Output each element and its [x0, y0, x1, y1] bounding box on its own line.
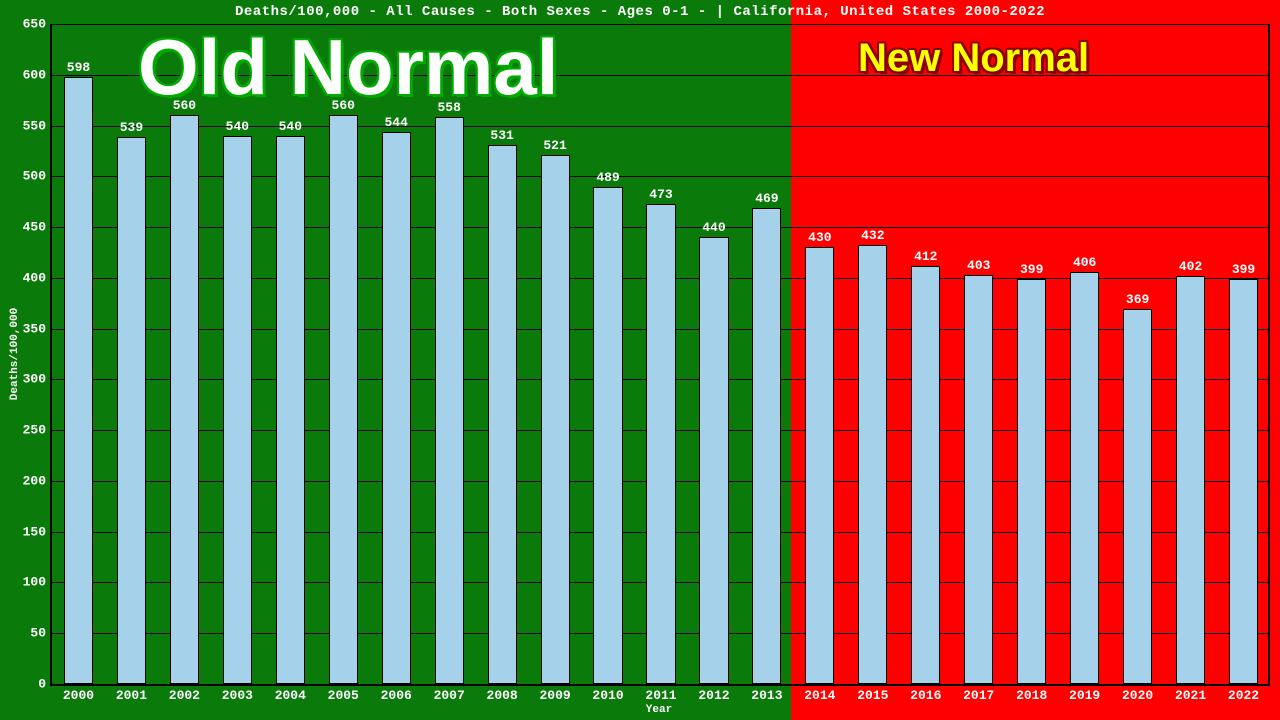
bar: 412: [911, 266, 940, 684]
x-tick-label: 2015: [857, 688, 888, 703]
bar: 531: [488, 145, 517, 684]
bar: 598: [64, 77, 93, 684]
bar: 440: [699, 237, 728, 684]
bar-value-label: 521: [543, 138, 566, 153]
bar: 406: [1070, 272, 1099, 684]
bar-value-label: 489: [596, 170, 619, 185]
bar: 521: [541, 155, 570, 684]
bar-value-label: 539: [120, 120, 143, 135]
bar-value-label: 432: [861, 228, 884, 243]
x-tick-label: 2000: [63, 688, 94, 703]
y-tick-label: 350: [23, 321, 46, 336]
bar-value-label: 540: [226, 119, 249, 134]
x-tick-label: 2011: [645, 688, 676, 703]
bar-value-label: 399: [1020, 262, 1043, 277]
x-axis-label: Year: [646, 704, 672, 716]
y-tick-label: 250: [23, 423, 46, 438]
x-tick-label: 2017: [963, 688, 994, 703]
bar-value-label: 473: [649, 187, 672, 202]
bar: 469: [752, 208, 781, 684]
overlay-new-normal: New Normal: [858, 36, 1089, 81]
x-tick-label: 2014: [804, 688, 835, 703]
x-tick-label: 2018: [1016, 688, 1047, 703]
bar: 558: [435, 117, 464, 684]
bar-value-label: 402: [1179, 259, 1202, 274]
bar: 402: [1176, 276, 1205, 684]
x-tick-label: 2008: [487, 688, 518, 703]
bar-value-label: 406: [1073, 255, 1096, 270]
plot-right-border: [1268, 24, 1270, 684]
bar: 432: [858, 245, 887, 684]
bar-value-label: 430: [808, 230, 831, 245]
x-tick-label: 2004: [275, 688, 306, 703]
y-tick-label: 50: [30, 626, 46, 641]
bar: 540: [223, 136, 252, 684]
y-tick-label: 600: [23, 67, 46, 82]
chart-stage: Deaths/100,000 - All Causes - Both Sexes…: [0, 0, 1280, 720]
y-tick-label: 550: [23, 118, 46, 133]
x-tick-label: 2012: [698, 688, 729, 703]
bar-value-label: 440: [702, 220, 725, 235]
plot-area: 0501001502002503003504004505005506006505…: [50, 24, 1270, 686]
bar: 560: [329, 115, 358, 684]
y-tick-label: 300: [23, 372, 46, 387]
bar: 430: [805, 247, 834, 684]
x-tick-label: 2019: [1069, 688, 1100, 703]
bar: 560: [170, 115, 199, 684]
x-tick-label: 2006: [381, 688, 412, 703]
bar: 544: [382, 132, 411, 684]
bar-value-label: 403: [967, 258, 990, 273]
y-axis-label: Deaths/100,000: [9, 308, 21, 400]
bar-value-label: 598: [67, 60, 90, 75]
y-tick-label: 200: [23, 473, 46, 488]
y-tick-label: 100: [23, 575, 46, 590]
bar-value-label: 544: [385, 115, 408, 130]
y-tick-label: 0: [38, 677, 46, 692]
x-tick-label: 2013: [751, 688, 782, 703]
x-tick-label: 2005: [328, 688, 359, 703]
x-tick-label: 2020: [1122, 688, 1153, 703]
x-tick-label: 2007: [434, 688, 465, 703]
x-tick-label: 2021: [1175, 688, 1206, 703]
y-tick-label: 450: [23, 220, 46, 235]
x-tick-label: 2003: [222, 688, 253, 703]
bar-value-label: 399: [1232, 262, 1255, 277]
bar: 403: [964, 275, 993, 684]
chart-title: Deaths/100,000 - All Causes - Both Sexes…: [0, 4, 1280, 20]
bar-value-label: 540: [279, 119, 302, 134]
bar-value-label: 412: [914, 249, 937, 264]
bar-value-label: 469: [755, 191, 778, 206]
bar: 473: [646, 204, 675, 684]
x-tick-label: 2016: [910, 688, 941, 703]
y-tick-label: 500: [23, 169, 46, 184]
bar-value-label: 531: [490, 128, 513, 143]
overlay-old-normal: Old Normal: [138, 22, 558, 113]
bar-value-label: 369: [1126, 292, 1149, 307]
y-tick-label: 400: [23, 270, 46, 285]
y-tick-label: 150: [23, 524, 46, 539]
bar: 539: [117, 137, 146, 684]
bar: 399: [1229, 279, 1258, 684]
x-tick-label: 2001: [116, 688, 147, 703]
x-tick-label: 2009: [539, 688, 570, 703]
x-tick-label: 2022: [1228, 688, 1259, 703]
bar: 489: [593, 187, 622, 684]
x-tick-label: 2002: [169, 688, 200, 703]
bar: 540: [276, 136, 305, 684]
x-tick-label: 2010: [592, 688, 623, 703]
bar: 399: [1017, 279, 1046, 684]
bar: 369: [1123, 309, 1152, 684]
